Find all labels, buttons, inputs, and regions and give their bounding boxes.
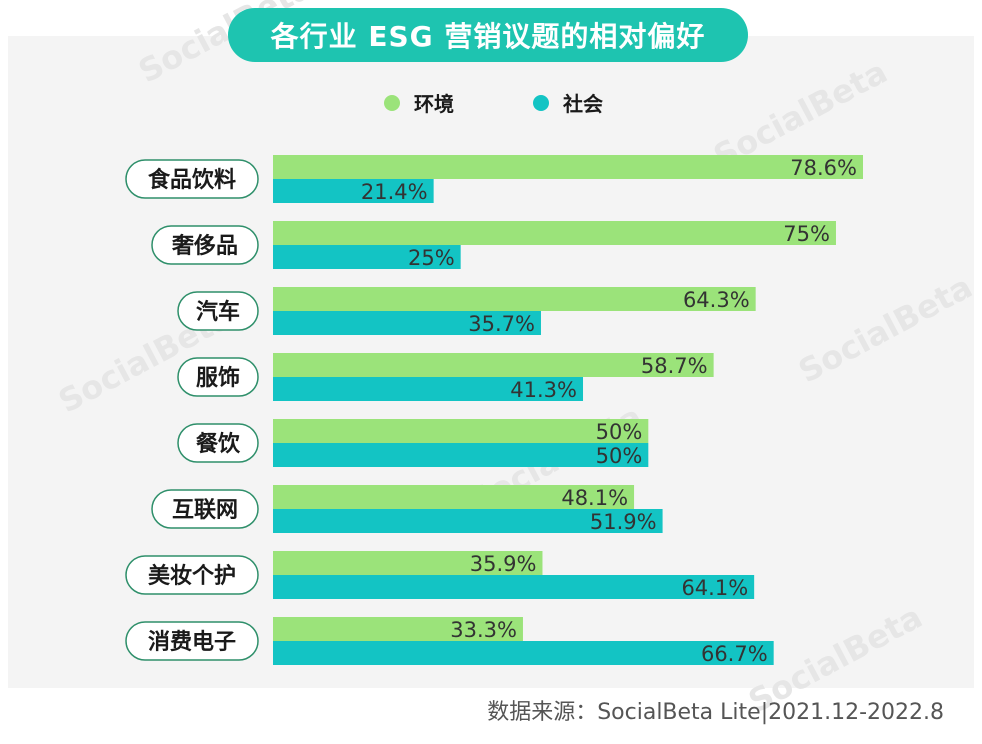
category-pill [177, 291, 259, 331]
category-pill [151, 225, 259, 265]
category-label: 消费电子 [148, 630, 236, 655]
data-label: 75% [783, 222, 830, 246]
data-label: 58.7% [641, 354, 708, 378]
category-label: 食品饮料 [148, 167, 236, 193]
category-label: 服饰 [196, 365, 240, 391]
category-label: 餐饮 [196, 432, 241, 457]
bar-environment [273, 419, 649, 443]
data-label: 64.1% [681, 576, 748, 600]
bar-environment [273, 485, 635, 509]
category-label: 美妆个护 [148, 563, 236, 589]
data-label: 66.7% [701, 642, 768, 666]
data-label: 50% [596, 420, 643, 444]
legend-item-society: 社会 [533, 88, 603, 117]
data-label: 21.4% [361, 180, 428, 204]
category-label: 奢侈品 [171, 233, 238, 259]
data-label: 35.9% [470, 552, 537, 576]
data-label: 35.7% [468, 312, 535, 336]
category-pill [125, 555, 259, 595]
category-pill [125, 621, 259, 661]
data-label: 41.3% [510, 378, 577, 402]
category-label: 汽车 [196, 299, 240, 325]
legend-label-environment: 环境 [414, 92, 454, 116]
bar-society [273, 179, 434, 203]
legend-item-environment: 环境 [384, 88, 454, 117]
data-label: 64.3% [683, 288, 750, 312]
data-label: 78.6% [790, 156, 857, 180]
category-pill [125, 159, 259, 199]
bar-environment [273, 617, 523, 641]
legend-swatch-society [533, 94, 549, 111]
legend-swatch-environment [384, 94, 400, 111]
data-label: 33.3% [450, 618, 517, 642]
bar-society [273, 443, 649, 467]
category-pill [151, 489, 259, 529]
bar-environment [273, 221, 836, 245]
bar-environment [273, 287, 756, 311]
bar-environment [273, 353, 714, 377]
category-label: 互联网 [172, 498, 238, 523]
bar-society [273, 575, 755, 599]
data-label: 50% [596, 444, 643, 468]
source-note: 数据来源：SocialBeta Lite|2021.12-2022.8 [487, 700, 944, 725]
data-label: 51.9% [590, 510, 657, 534]
legend: 环境 社会 [0, 88, 982, 118]
bar-society [273, 377, 584, 401]
data-label: 25% [408, 246, 455, 270]
data-label: 48.1% [561, 486, 628, 510]
bar-society [273, 641, 774, 665]
category-pill [177, 423, 259, 463]
bar-society [273, 311, 541, 335]
chart-title: 各行业 ESG 营销议题的相对偏好 [228, 8, 748, 62]
bar-society [273, 509, 663, 533]
bar-society [273, 245, 461, 269]
bar-environment [273, 551, 543, 575]
bar-environment [273, 155, 863, 179]
category-pill [177, 357, 259, 397]
legend-label-society: 社会 [563, 92, 603, 116]
